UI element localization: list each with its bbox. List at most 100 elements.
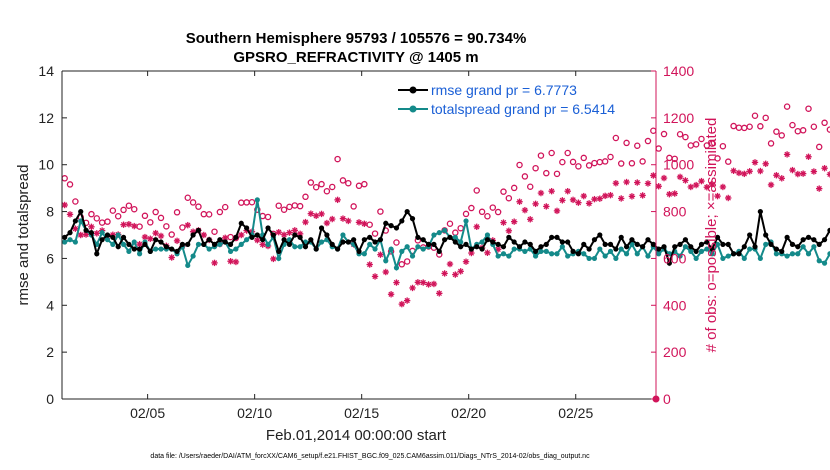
totalspread-point xyxy=(340,232,346,238)
totalspread-point xyxy=(704,246,710,252)
assimilated-obs-point xyxy=(211,259,218,267)
totalspread-point xyxy=(233,246,239,252)
possible-obs-point xyxy=(205,211,213,218)
assimilated-obs-point xyxy=(746,168,753,175)
totalspread-point xyxy=(656,251,662,257)
rmse-point xyxy=(431,241,437,247)
totalspread-point xyxy=(399,248,405,254)
asterisk-stroke xyxy=(457,268,464,275)
rmse-point xyxy=(597,232,603,238)
possible-obs-point xyxy=(810,123,818,131)
asterisk-stroke xyxy=(174,238,180,244)
assimilated-obs-point xyxy=(521,206,529,214)
assimilated-obs-point xyxy=(200,231,208,239)
asterisk-stroke xyxy=(746,168,753,174)
asterisk-stroke xyxy=(650,172,657,179)
rmse-point xyxy=(468,246,474,252)
rmse-point xyxy=(388,223,394,229)
asterisk-stroke xyxy=(431,281,437,287)
rmse-point xyxy=(302,244,309,250)
assimilated-obs-point xyxy=(730,167,737,175)
assimilated-obs-point xyxy=(527,216,534,223)
possible-obs-point xyxy=(569,158,577,166)
assimilated-obs-point xyxy=(762,160,769,167)
asterisk-stroke xyxy=(67,211,73,218)
totalspread-point xyxy=(484,232,491,238)
rmse-point xyxy=(725,241,731,247)
rmse-point xyxy=(484,237,491,243)
rmse-point xyxy=(516,244,523,250)
asterisk-stroke xyxy=(404,297,410,304)
rmse-point xyxy=(254,232,260,238)
asterisk-stroke xyxy=(399,301,405,307)
assimilated-obs-point xyxy=(403,297,411,304)
left-tick-label: 2 xyxy=(46,344,54,360)
asterisk-stroke xyxy=(548,188,555,194)
left-tick-label: 12 xyxy=(38,110,54,126)
rmse-point xyxy=(495,241,501,247)
asterisk-stroke xyxy=(474,224,480,230)
possible-obs-point xyxy=(751,112,759,119)
assimilated-obs-point xyxy=(136,240,143,248)
totalspread-point xyxy=(607,248,614,254)
x-axis-ticks: 02/05 02/10 02/15 02/20 02/25 xyxy=(130,71,593,421)
assimilated-obs-point xyxy=(794,170,802,178)
totalspread-point xyxy=(158,246,164,252)
possible-obs-point xyxy=(505,194,513,202)
assimilated-obs-point xyxy=(500,219,507,226)
assimilated-obs-point xyxy=(698,177,705,185)
assimilated-obs-point xyxy=(553,207,561,215)
rmse-point xyxy=(174,248,180,254)
totalspread-point xyxy=(586,255,592,262)
rmse-point xyxy=(217,237,223,243)
totalspread-point xyxy=(741,255,747,262)
totalspread-point xyxy=(506,253,512,259)
possible-obs-point xyxy=(543,169,550,177)
asterisk-stroke xyxy=(688,184,694,190)
assimilated-obs-point xyxy=(254,236,261,244)
rmse-point xyxy=(490,239,496,245)
assimilated-obs-point xyxy=(564,187,571,195)
possible-obs-point xyxy=(500,188,507,195)
x-tick-label: 02/15 xyxy=(344,405,379,421)
assimilated-obs-point xyxy=(559,197,566,204)
totalspread-point xyxy=(629,241,635,247)
asterisk-stroke xyxy=(666,191,673,197)
asterisk-stroke xyxy=(602,193,608,199)
rmse-point xyxy=(78,208,84,215)
chart-title-line1: Southern Hemisphere 95793 / 105576 = 90.… xyxy=(186,30,527,47)
assimilated-obs-point xyxy=(275,228,282,236)
rmse-point xyxy=(821,237,828,243)
totalspread-point xyxy=(415,244,421,250)
asterisk-stroke xyxy=(779,175,785,182)
asterisk-stroke xyxy=(677,174,683,180)
possible-obs-point xyxy=(601,158,609,165)
rmse-point xyxy=(169,246,175,252)
totalspread-point xyxy=(602,253,608,259)
rmse-point xyxy=(811,237,817,243)
rmse-point xyxy=(233,234,239,240)
rmse-point xyxy=(334,246,341,252)
possible-obs-point xyxy=(526,183,534,190)
possible-obs-point xyxy=(302,193,309,201)
rmse-point xyxy=(736,251,742,257)
asterisk-stroke xyxy=(318,211,325,217)
rmse-point xyxy=(420,237,426,243)
totalspread-point xyxy=(67,237,73,243)
totalspread-point xyxy=(244,237,250,243)
totalspread-point xyxy=(292,244,298,250)
asterisk-stroke xyxy=(506,228,512,234)
left-axis-ticks: 0 2 4 6 8 10 12 14 xyxy=(38,63,67,407)
rmse-point xyxy=(698,241,705,247)
right-tick-label: 200 xyxy=(663,344,687,360)
totalspread-point xyxy=(634,251,640,257)
possible-obs-point xyxy=(548,149,555,157)
asterisk-stroke xyxy=(795,171,801,177)
asterisk-stroke xyxy=(532,201,539,207)
rmse-point xyxy=(324,232,330,238)
assimilated-obs-point xyxy=(821,165,828,172)
possible-obs-point xyxy=(682,133,689,141)
possible-obs-point xyxy=(794,127,802,135)
rmse-point xyxy=(99,237,105,243)
totalspread-point xyxy=(597,246,603,252)
